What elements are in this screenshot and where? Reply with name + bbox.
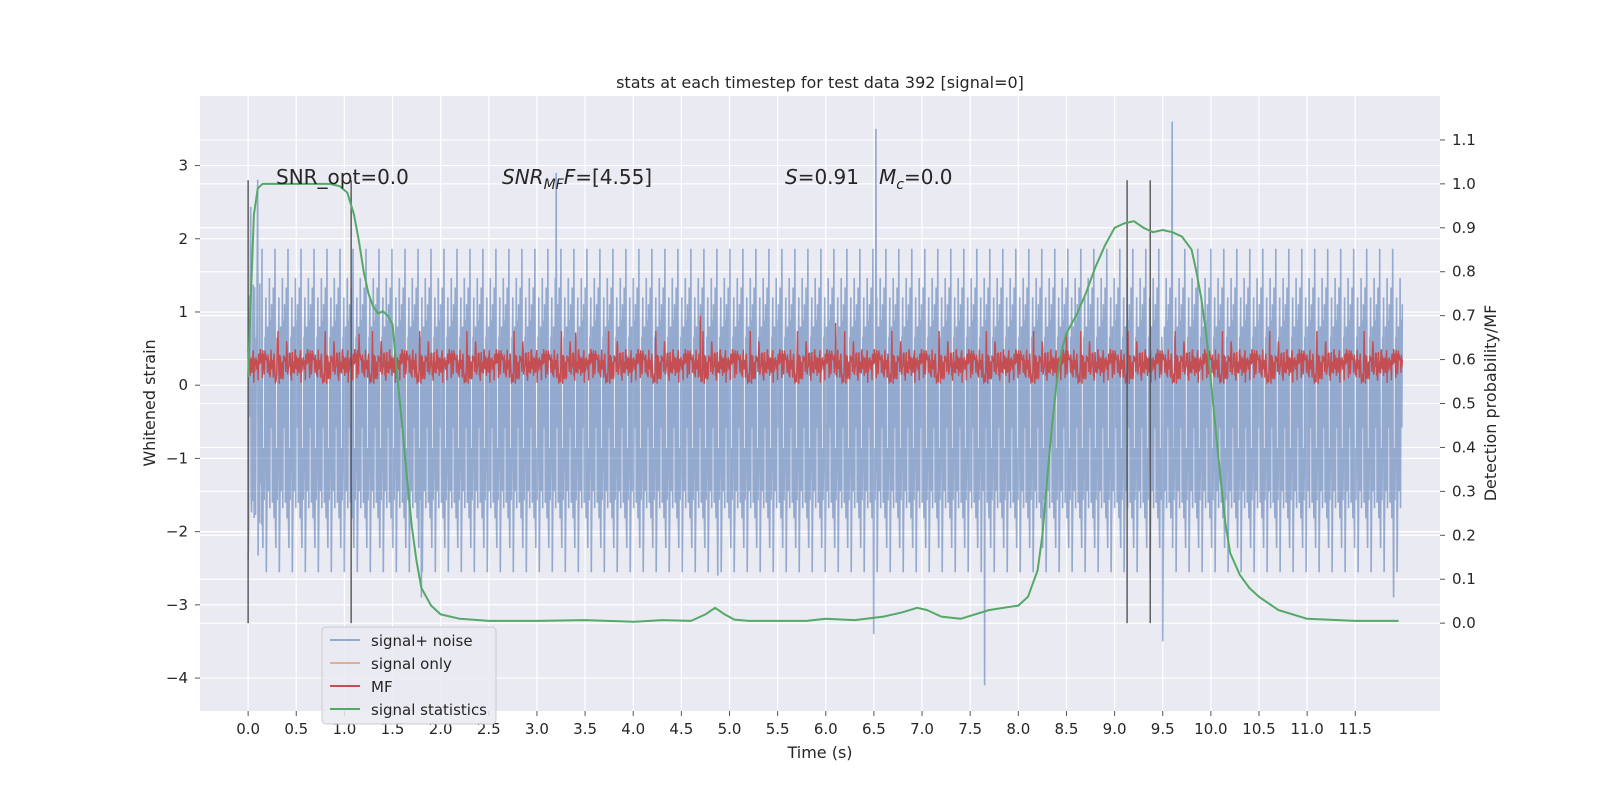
y-left-tick-label: −2	[166, 523, 188, 541]
y-right-tick-label: 0.8	[1452, 263, 1476, 281]
x-tick-label: 9.0	[1103, 720, 1127, 738]
y-right-tick-label: 0.4	[1452, 438, 1476, 456]
x-tick-label: 3.0	[525, 720, 549, 738]
x-tick-label: 7.5	[958, 720, 982, 738]
x-tick-label: 4.5	[669, 720, 693, 738]
x-tick-label: 10.5	[1242, 720, 1275, 738]
legend-label-noise: signal+ noise	[371, 632, 473, 650]
legend-label-mf: MF	[371, 678, 393, 696]
signal-statistics-line	[247, 182, 1399, 623]
y-right-tick-label: 0.6	[1452, 351, 1476, 369]
annotation-s: S=0.91	[785, 165, 859, 189]
legend-label-signal: signal only	[371, 655, 452, 673]
y-left-tick-label: −1	[166, 449, 188, 467]
mf-series	[247, 315, 1403, 385]
y-left-tick-label: −4	[166, 669, 188, 687]
y-left-tick-label: 1	[178, 303, 188, 321]
y-right-tick-label: 0.0	[1452, 614, 1476, 632]
y-right-tick-label: 1.0	[1452, 175, 1476, 193]
signal-statistics-series	[247, 182, 1399, 623]
x-tick-label: 11.0	[1290, 720, 1323, 738]
y-left-tick-label: 3	[178, 157, 188, 175]
x-tick-label: 8.5	[1055, 720, 1079, 738]
chart-title: stats at each timestep for test data 392…	[616, 73, 1024, 92]
annotation-snr-opt: SNR_opt=0.0	[276, 165, 409, 189]
x-tick-label: 0.0	[236, 720, 260, 738]
y-left-tick-label: −3	[166, 596, 188, 614]
x-tick-label: 9.5	[1151, 720, 1175, 738]
y-right-tick-label: 0.5	[1452, 395, 1476, 413]
signal-noise-line	[247, 121, 1404, 686]
x-tick-label: 6.5	[862, 720, 886, 738]
x-tick-label: 5.5	[766, 720, 790, 738]
mf-line	[247, 315, 1403, 385]
x-tick-label: 5.0	[718, 720, 742, 738]
x-tick-label: 8.0	[1006, 720, 1030, 738]
x-tick-label: 11.5	[1339, 720, 1372, 738]
y-axis-label-right: Detection probability/MF	[1481, 305, 1500, 502]
x-tick-label: 3.5	[573, 720, 597, 738]
x-axis-label: Time (s)	[786, 743, 852, 762]
annotation-snr-mf: SNRMFF=[4.55]	[502, 165, 652, 193]
x-tick-label: 6.0	[814, 720, 838, 738]
y-right-tick-label: 0.7	[1452, 307, 1476, 325]
x-tick-label: 0.5	[284, 720, 308, 738]
legend-box	[321, 626, 497, 725]
vertical-markers	[247, 180, 1151, 624]
y-axis-label-left: Whitened strain	[140, 339, 159, 466]
axis-ticks: 0.0 0.5 1.0 1.5 2.0 2.5 3.0 3.5 4.0 4.5 5.0 5.5 6.0 6…	[166, 131, 1476, 738]
x-tick-label: 7.0	[910, 720, 934, 738]
signal-noise-series	[247, 121, 1404, 686]
data-layer	[247, 121, 1404, 686]
y-right-tick-label: 0.1	[1452, 570, 1476, 588]
x-tick-label: 4.0	[621, 720, 645, 738]
x-tick-label: 10.0	[1194, 720, 1227, 738]
annotation-mc: Mc=0.0	[879, 165, 953, 193]
legend-label-statistics: signal statistics	[371, 701, 487, 719]
y-right-tick-label: 0.2	[1452, 526, 1476, 544]
y-right-tick-label: 1.1	[1452, 131, 1476, 149]
y-right-tick-label: 0.3	[1452, 482, 1476, 500]
legend: signal+ noise signal only MF signal stat…	[321, 626, 497, 725]
y-right-tick-label: 0.9	[1452, 219, 1476, 237]
y-left-tick-label: 2	[178, 230, 188, 248]
y-left-tick-label: 0	[178, 376, 188, 394]
